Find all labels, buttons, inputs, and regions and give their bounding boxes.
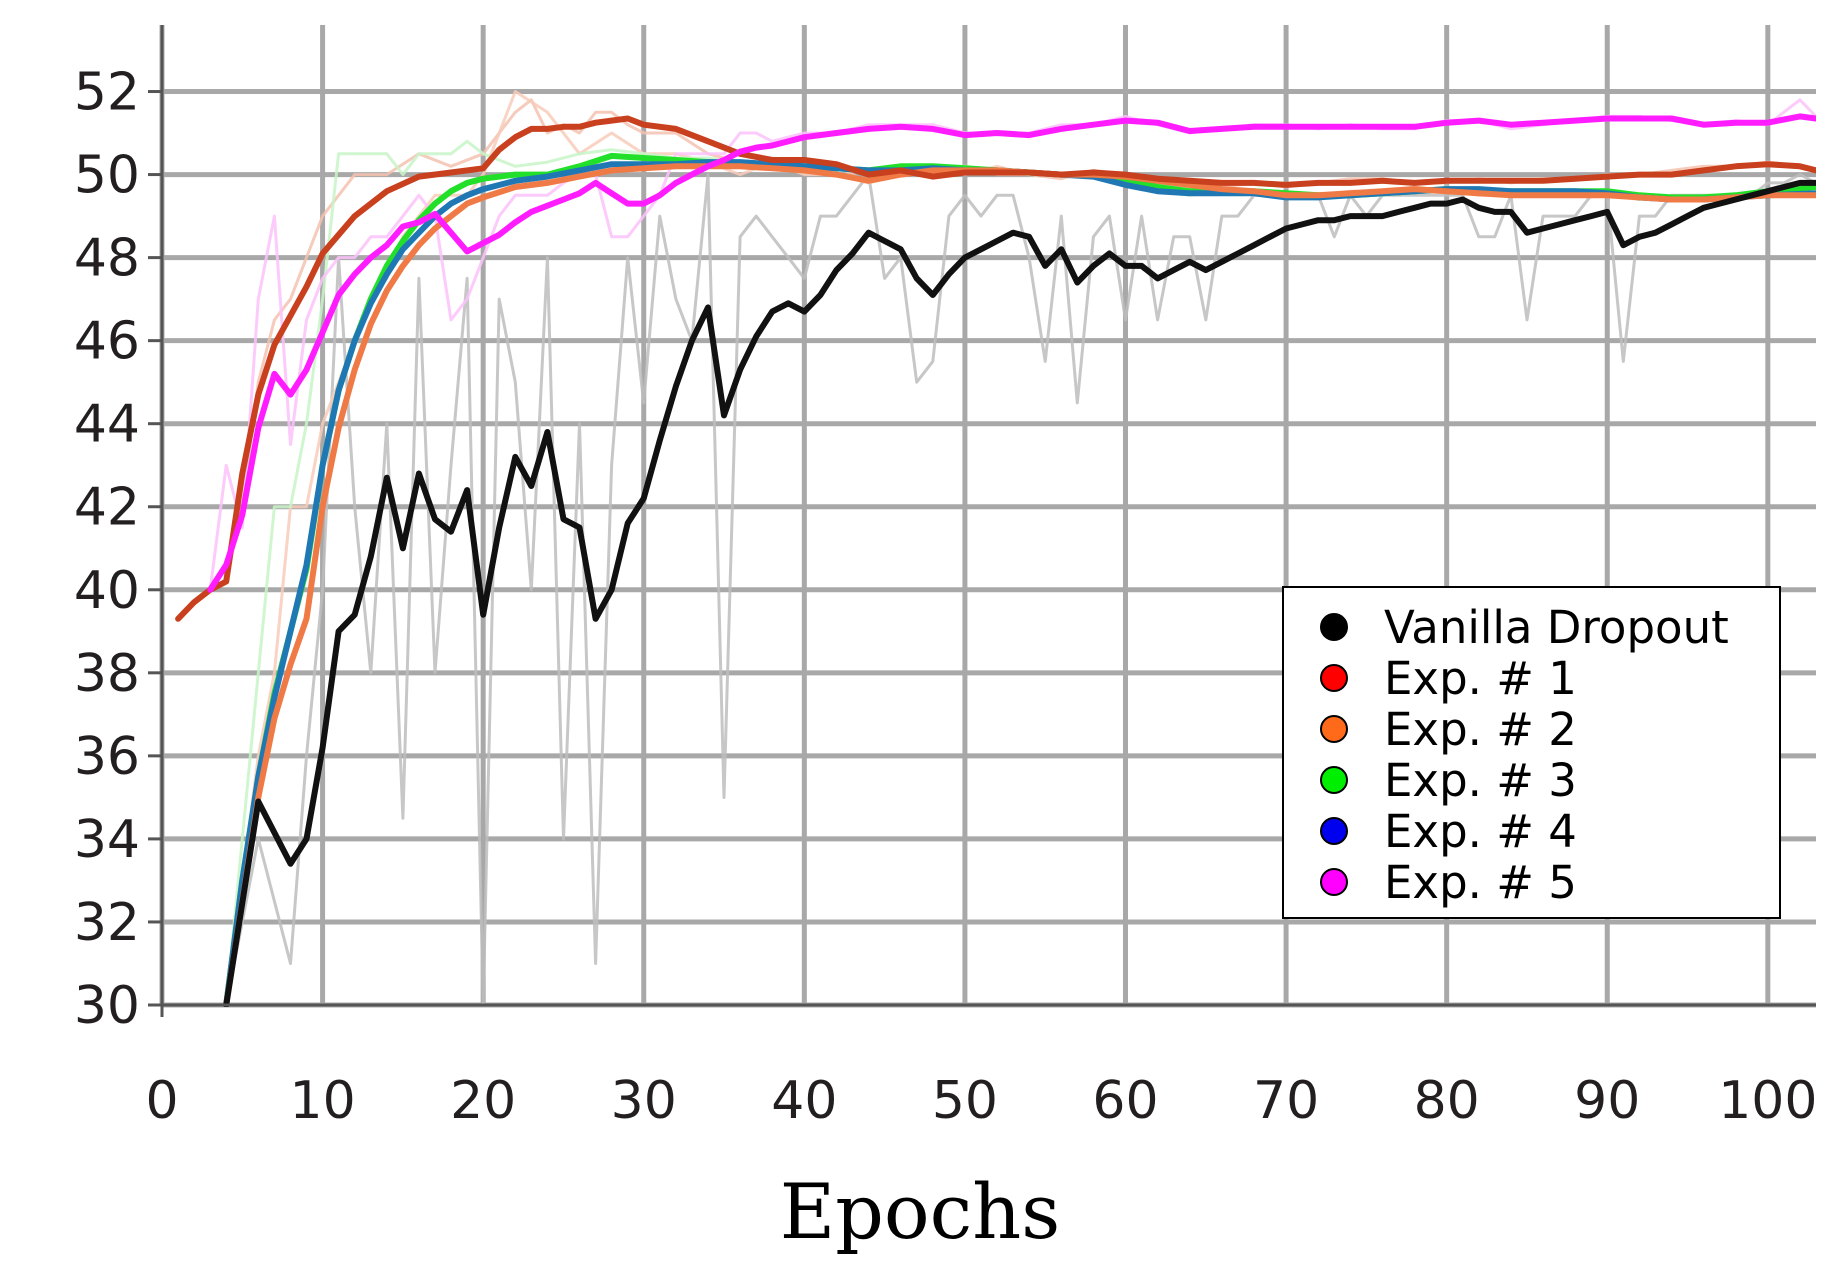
x-tick-label: 0 — [145, 1071, 178, 1131]
legend-marker — [1320, 868, 1348, 896]
x-tick-label: 30 — [611, 1071, 677, 1131]
x-axis-label: Epochs — [780, 1167, 1060, 1256]
legend-entry-label: Exp. # 4 — [1384, 805, 1577, 858]
x-tick-label: 100 — [1718, 1071, 1817, 1131]
legend-marker — [1320, 715, 1348, 743]
legend-frame — [1282, 586, 1781, 919]
x-tick-label: 20 — [450, 1071, 516, 1131]
plot-area — [175, 90, 1816, 1007]
legend-marker — [1320, 664, 1348, 692]
x-tick-label: 40 — [771, 1071, 837, 1131]
legend-marker — [1320, 817, 1348, 845]
x-tick-label: 80 — [1414, 1071, 1480, 1131]
series-line — [207, 113, 1816, 593]
y-tick-label: 36 — [74, 727, 140, 787]
y-tick-label: 30 — [74, 976, 140, 1036]
series-line — [175, 115, 1816, 622]
x-tick-label: 50 — [932, 1071, 998, 1131]
legend-marker — [1320, 613, 1348, 641]
x-tick-label: 10 — [289, 1071, 355, 1131]
legend-marker — [1320, 766, 1348, 794]
y-tick-label: 44 — [74, 395, 140, 455]
y-tick-label: 50 — [74, 146, 140, 206]
series-raw-line — [224, 173, 1816, 1007]
y-tick-label: 48 — [74, 229, 140, 289]
y-tick-label: 38 — [74, 644, 140, 704]
legend-entry-label: Exp. # 5 — [1384, 856, 1577, 909]
legend-entry-label: Exp. # 1 — [1384, 652, 1577, 705]
y-tick-label: 52 — [74, 63, 140, 123]
legend-entry-label: Exp. # 3 — [1384, 754, 1577, 807]
legend-entry-label: Exp. # 2 — [1384, 703, 1577, 756]
y-tick-label: 32 — [74, 893, 140, 953]
y-axis: 30 32 34 36 38 40 42 44 46 48 50 52 — [74, 25, 164, 1036]
series-line — [223, 163, 1816, 1007]
x-tick-label: 70 — [1253, 1071, 1319, 1131]
x-tick-label: 90 — [1574, 1071, 1640, 1131]
x-axis: 0 10 20 30 40 50 60 70 80 90 100 — [145, 1003, 1817, 1131]
y-tick-label: 42 — [74, 478, 140, 538]
y-tick-label: 46 — [74, 312, 140, 372]
y-tick-label: 34 — [74, 810, 140, 870]
series-line — [223, 179, 1816, 1007]
x-tick-label: 60 — [1092, 1071, 1158, 1131]
legend-entry-label: Vanilla Dropout — [1384, 601, 1729, 654]
y-tick-label: 40 — [74, 561, 140, 621]
